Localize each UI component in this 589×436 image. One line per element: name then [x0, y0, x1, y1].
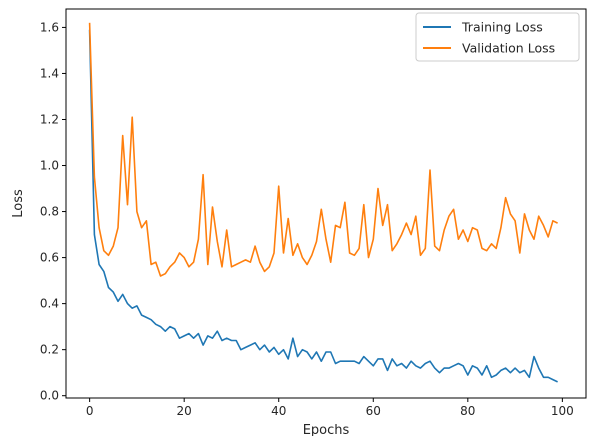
x-tick-label: 80 — [460, 404, 475, 418]
legend-entry-training-loss: Training Loss — [461, 20, 543, 35]
y-tick-label: 0.2 — [40, 343, 59, 357]
legend-entry-validation-loss: Validation Loss — [462, 41, 555, 56]
y-tick-label: 1.6 — [40, 20, 59, 34]
y-tick-label: 0.6 — [40, 251, 59, 265]
y-tick-label: 1.2 — [40, 112, 59, 126]
x-axis-label: Epochs — [303, 423, 350, 436]
y-tick-label: 1.4 — [40, 66, 59, 80]
axes-frame — [65, 8, 587, 399]
y-tick-label: 0.8 — [40, 205, 59, 219]
x-tick-label: 100 — [551, 404, 574, 418]
series-line-validation-loss — [88, 22, 558, 277]
x-tick-label: 40 — [271, 404, 286, 418]
axis-ticks: 0 20 40 60 80 100 0.0 0.2 0.4 0.6 0.8 1.0 1.2 1.4 1.6 — [40, 20, 574, 418]
series-line-training-loss — [88, 29, 558, 383]
y-tick-label: 0.4 — [40, 297, 59, 311]
legend: Training Loss Validation Loss — [415, 12, 580, 62]
y-tick-label: 0.0 — [40, 389, 59, 403]
x-tick-label: 20 — [177, 404, 192, 418]
y-axis-label: Loss — [11, 189, 26, 218]
plot-lines — [88, 22, 558, 383]
y-tick-label: 1.0 — [40, 159, 59, 173]
x-tick-label: 0 — [86, 404, 94, 418]
x-tick-label: 60 — [366, 404, 381, 418]
legend-box — [415, 12, 580, 62]
